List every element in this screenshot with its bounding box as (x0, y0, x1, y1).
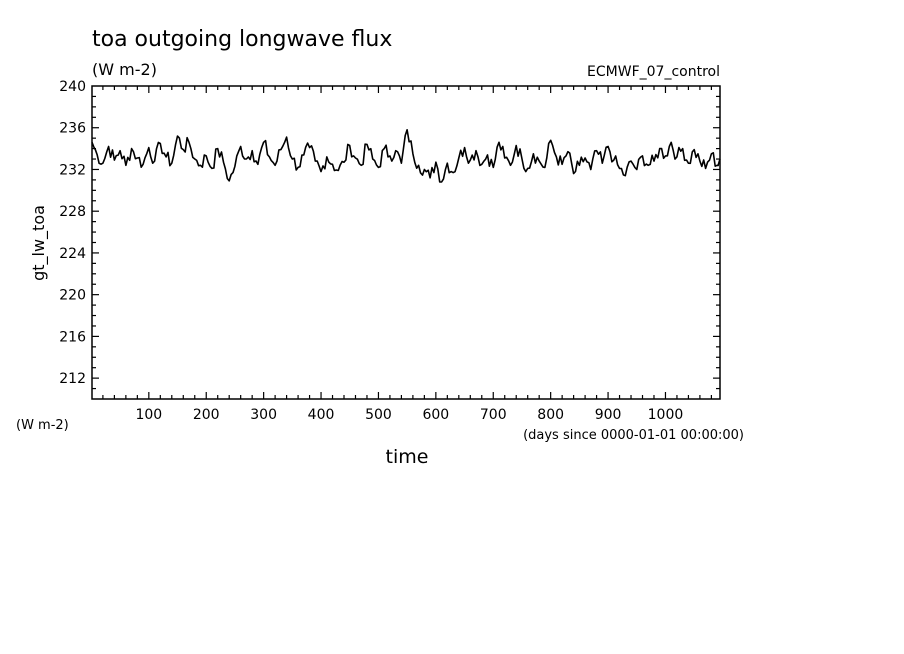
axis-tick-labels: 212 216 220 224 228 232 236 240 100 200 300 400 500 6… (59, 79, 683, 423)
x-tick-label: 700 (480, 407, 507, 423)
chart-subtitle: (W m-2) (92, 60, 157, 79)
x-tick-label: 300 (250, 407, 277, 423)
x-tick-label: 1000 (648, 407, 684, 423)
y-tick-label: 212 (59, 371, 86, 387)
x-tick-label: 900 (595, 407, 622, 423)
y-tick-label: 220 (59, 288, 86, 304)
x-axis-label: time (386, 446, 429, 468)
x-tick-label: 200 (193, 407, 220, 423)
y-tick-label: 216 (59, 329, 86, 345)
y-axis-unit-label: (W m-2) (16, 418, 69, 433)
x-tick-label: 100 (135, 407, 162, 423)
y-tick-label: 232 (59, 162, 86, 178)
x-tick-label: 500 (365, 407, 392, 423)
y-tick-label: 240 (59, 79, 86, 95)
chart-title: toa outgoing longwave flux (92, 27, 392, 52)
y-axis-label: gt_lw_toa (29, 205, 49, 281)
y-tick-label: 228 (59, 204, 86, 220)
x-tick-label: 800 (537, 407, 564, 423)
x-tick-label: 400 (308, 407, 335, 423)
data-series-line (91, 129, 721, 183)
x-tick-label: 600 (422, 407, 449, 423)
y-tick-label: 236 (59, 121, 86, 137)
x-axis-unit-label: (days since 0000-01-01 00:00:00) (523, 428, 744, 443)
y-tick-label: 224 (59, 246, 86, 262)
dataset-label: ECMWF_07_control (587, 64, 720, 80)
axis-ticks (92, 86, 720, 399)
